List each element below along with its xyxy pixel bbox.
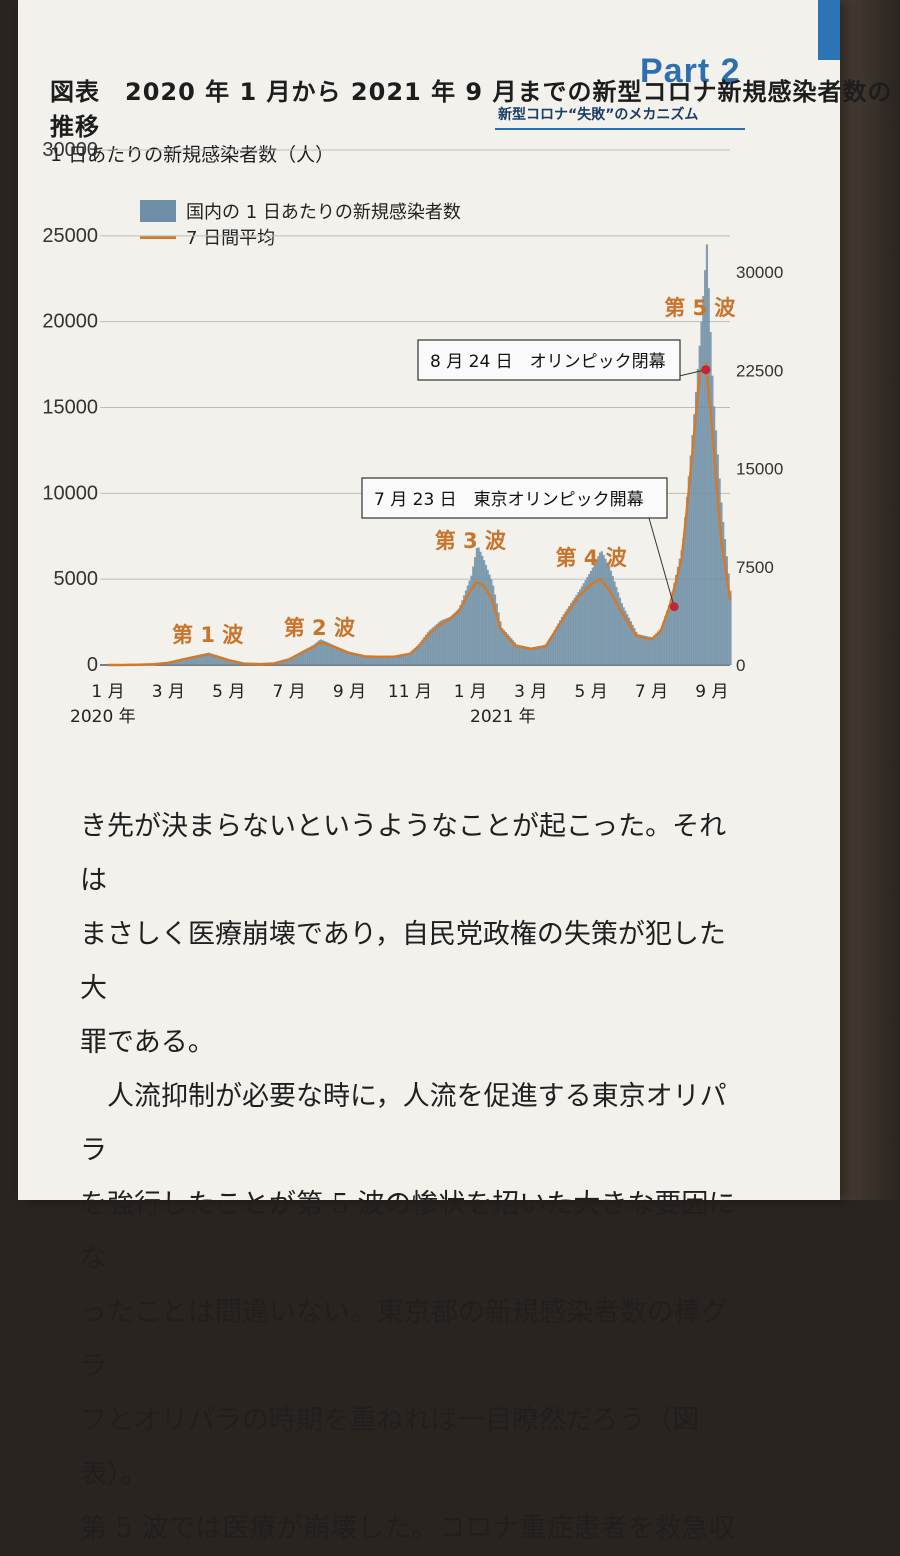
marker-leader	[649, 518, 674, 607]
chart-y-ticks: 0 5000 10000 15000 20000 25000 30000	[42, 139, 98, 676]
right-y-tick-label: 22500	[736, 361, 783, 380]
body-line: を強行したことが第 5 波の惨状を招いた大きな要因にな	[80, 1178, 740, 1286]
right-y-tick-label: 7500	[736, 558, 774, 577]
x-tick-label: 7 月	[635, 682, 668, 702]
x-tick-label: 5 月	[574, 682, 607, 702]
bar	[729, 591, 731, 665]
wave-label: 第 5 波	[664, 296, 736, 320]
x-tick-label: 9 月	[695, 682, 728, 702]
chart-markers: 7 月 23 日 東京オリンピック開幕 8 月 24 日 オリンピック閉幕	[362, 340, 710, 611]
x-tick-label: 3 月	[514, 682, 547, 702]
right-y-tick-label: 15000	[736, 460, 783, 479]
body-text: き先が決まらないというようなことが起こった。それは まさしく医療崩壊であり，自民…	[80, 800, 740, 1556]
chart-grid	[100, 150, 730, 665]
x-tick-label: 1 月	[91, 682, 124, 702]
chart-right-y-ticks: 0 7500 15000 22500 30000	[736, 263, 783, 675]
year-label-2020: 2020 年	[70, 707, 136, 727]
chart-svg: 0 5000 10000 15000 20000 25000 30000 0 7500 1500…	[0, 0, 900, 780]
chart-x-ticks: 1 月 3 月 5 月 7 月 9 月 11 月 1 月 3 月 5 月 7 月 9 月	[91, 682, 728, 702]
marker-dot	[701, 365, 710, 374]
wave-label: 第 4 波	[555, 546, 627, 570]
year-label-2021: 2021 年	[470, 707, 536, 727]
y-tick-label: 25000	[42, 225, 98, 247]
x-tick-label: 5 月	[212, 682, 245, 702]
body-line: 罪である。	[80, 1016, 740, 1070]
x-tick-label: 3 月	[152, 682, 185, 702]
chart-bars	[124, 244, 731, 665]
x-tick-label: 9 月	[333, 682, 366, 702]
marker-label: 7 月 23 日 東京オリンピック開幕	[374, 490, 644, 510]
body-line: ったことは間違いない。東京都の新規感染者数の棒グラ	[80, 1286, 740, 1394]
body-line: まさしく医療崩壊であり，自民党政権の失策が犯した大	[80, 908, 740, 1016]
body-line: 第 5 波では医療が崩壊した。コロナ重症患者を救急収	[80, 1502, 740, 1556]
wave-label: 第 3 波	[435, 529, 507, 553]
y-tick-label: 0	[87, 654, 98, 676]
x-tick-label: 1 月	[454, 682, 487, 702]
marker-dot	[670, 602, 679, 611]
y-tick-label: 20000	[42, 311, 98, 333]
right-y-tick-label: 30000	[736, 263, 783, 282]
body-line: き先が決まらないというようなことが起こった。それは	[80, 800, 740, 908]
y-tick-label: 10000	[42, 482, 98, 504]
x-tick-label: 11 月	[388, 682, 432, 702]
y-tick-label: 5000	[54, 568, 99, 590]
wave-label: 第 1 波	[172, 623, 244, 647]
y-tick-label: 30000	[42, 139, 98, 161]
body-line: フとオリパラの時期を重ねれば一目瞭然だろう（図表）。	[80, 1394, 740, 1502]
wave-label: 第 2 波	[284, 616, 356, 640]
right-y-tick-label: 0	[736, 656, 745, 675]
y-tick-label: 15000	[42, 397, 98, 419]
body-line: 人流抑制が必要な時に，人流を促進する東京オリパラ	[80, 1070, 740, 1178]
x-tick-label: 7 月	[273, 682, 306, 702]
marker-label: 8 月 24 日 オリンピック閉幕	[430, 352, 666, 372]
